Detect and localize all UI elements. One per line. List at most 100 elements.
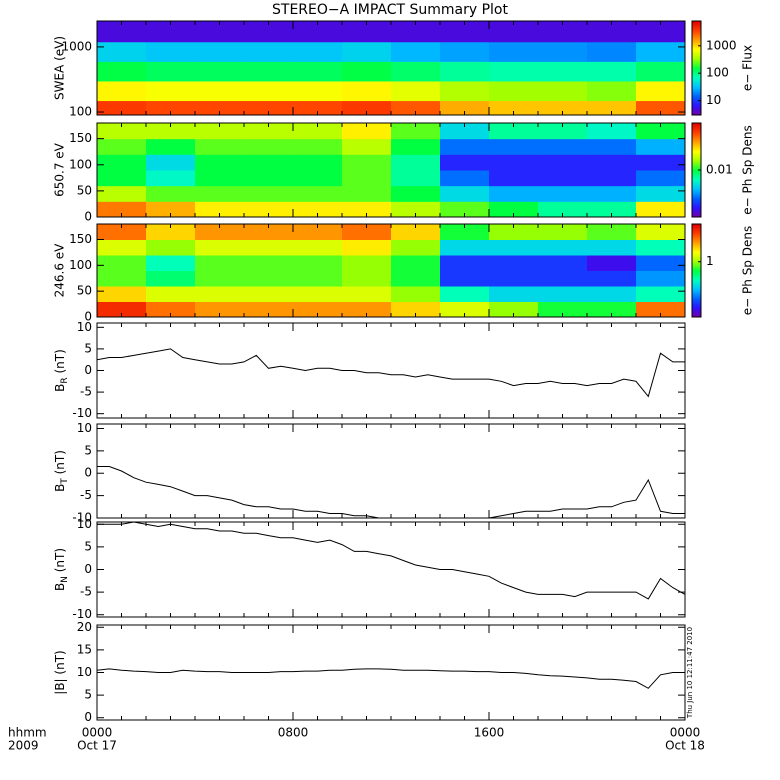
heatmap-cell xyxy=(146,224,196,240)
heatmap-cell xyxy=(293,100,343,115)
colorbar-swatch xyxy=(692,295,701,298)
x-tick-label: 0000 xyxy=(82,726,113,740)
colorbar-swatch xyxy=(692,268,701,271)
heatmap-cell xyxy=(636,255,685,271)
colorbar-swatch xyxy=(692,93,701,96)
colorbar-swatch xyxy=(692,259,701,262)
colorbar-swatch xyxy=(692,256,701,259)
colorbar-label: e− Ph Sp Dens xyxy=(741,226,755,315)
heatmap-cell xyxy=(244,138,294,155)
colorbar-swatch xyxy=(692,236,701,239)
colorbar-frame xyxy=(691,223,702,318)
heatmap-cell xyxy=(97,255,147,271)
colorbar-swatch xyxy=(692,100,701,103)
colorbar-swatch xyxy=(692,264,701,267)
y-tick-label: 0 xyxy=(84,310,92,324)
colorbar-swatch xyxy=(692,303,701,306)
heatmap-cell xyxy=(195,270,245,287)
colorbar-swatch xyxy=(692,46,701,49)
colorbar-swatch xyxy=(692,133,701,137)
heatmap-cell xyxy=(538,185,588,202)
heatmap-cell xyxy=(538,301,588,317)
colorbar-swatch xyxy=(692,132,701,135)
colorbar-frame xyxy=(691,20,702,116)
y-tick-label: 10 xyxy=(77,665,92,679)
heatmap-cell xyxy=(195,301,245,317)
heatmap-cell xyxy=(440,170,490,187)
heatmap-cell xyxy=(244,255,294,271)
heatmap-cell xyxy=(97,154,147,171)
colorbar-swatch xyxy=(692,210,701,213)
heatmap-cell xyxy=(636,100,685,115)
colorbar-swatch xyxy=(692,44,701,47)
colorbar-swatch xyxy=(692,284,701,287)
heatmap-cell xyxy=(391,301,441,317)
colorbar-swatch xyxy=(692,57,701,60)
heatmap-cell xyxy=(391,21,441,43)
heatmap-cell xyxy=(195,239,245,256)
colorbar-swatch xyxy=(692,212,701,215)
colorbar-swatch xyxy=(692,124,701,127)
heatmap-cell xyxy=(391,286,441,302)
colorbar-swatch xyxy=(692,310,701,313)
heatmap-cell xyxy=(538,239,588,256)
y-tick-label: 100 xyxy=(69,258,92,272)
heatmap-cell xyxy=(587,100,637,115)
label-main: B xyxy=(53,583,67,591)
colorbar-swatch xyxy=(692,261,701,264)
colorbar-swatch xyxy=(692,224,701,227)
colorbar-swatch xyxy=(692,149,701,152)
label-unit: (nT) xyxy=(53,650,67,678)
colorbar-swatch xyxy=(692,58,701,61)
heatmap-cell xyxy=(97,61,147,82)
colorbar-swatch xyxy=(692,276,701,279)
colorbar-swatch xyxy=(692,143,701,146)
heatmap-cell xyxy=(195,21,245,43)
colorbar-swatch xyxy=(692,289,701,292)
colorbar-swatch xyxy=(692,68,701,71)
label-main: B xyxy=(53,384,67,392)
heatmap-cell xyxy=(489,100,539,115)
heatmap-cell xyxy=(244,201,294,217)
heatmap-cell xyxy=(636,224,685,240)
colorbar-swatch xyxy=(692,86,701,89)
colorbar-swatch xyxy=(692,64,701,67)
y-tick-label: -5 xyxy=(80,585,92,599)
heatmap-cell xyxy=(146,138,196,155)
colorbar-swatch xyxy=(692,39,701,42)
heatmap-cell xyxy=(195,61,245,82)
heatmap-cell xyxy=(146,185,196,202)
heatmap-cell xyxy=(97,100,147,115)
heatmap-cell xyxy=(293,255,343,271)
colorbar-swatch xyxy=(692,279,701,282)
heatmap-cell xyxy=(97,224,147,240)
heatmap-cell xyxy=(391,100,441,115)
heatmap-cell xyxy=(195,41,245,62)
colorbar-swatch xyxy=(692,228,701,231)
y-tick-label: 10 xyxy=(77,320,92,334)
y-axis-label: BN (nT) xyxy=(53,548,70,591)
heatmap-cell xyxy=(244,301,294,317)
colorbar-swatch xyxy=(692,201,701,204)
colorbar-swatch xyxy=(692,227,701,230)
heatmap-cell xyxy=(244,239,294,256)
heatmap-cell xyxy=(538,154,588,171)
colorbar-swatch xyxy=(692,234,701,237)
colorbar-swatch xyxy=(692,188,701,191)
colorbar-swatch xyxy=(692,180,701,184)
colorbar-swatch xyxy=(692,71,701,74)
heatmap-cell xyxy=(636,41,685,62)
colorbar-swatch xyxy=(692,31,701,35)
colorbar-swatch xyxy=(692,275,701,278)
colorbar-swatch xyxy=(692,296,701,299)
colorbar-swatch xyxy=(692,209,701,212)
heatmap-cell xyxy=(97,80,147,102)
heatmap-cell xyxy=(146,170,196,187)
colorbar-swatch xyxy=(692,24,701,27)
heatmap-cell xyxy=(440,61,490,82)
y-axis-label: |B| (nT) xyxy=(53,650,67,694)
heatmap-cell xyxy=(293,41,343,62)
heatmap-cell xyxy=(195,154,245,171)
heatmap-cell xyxy=(293,270,343,287)
